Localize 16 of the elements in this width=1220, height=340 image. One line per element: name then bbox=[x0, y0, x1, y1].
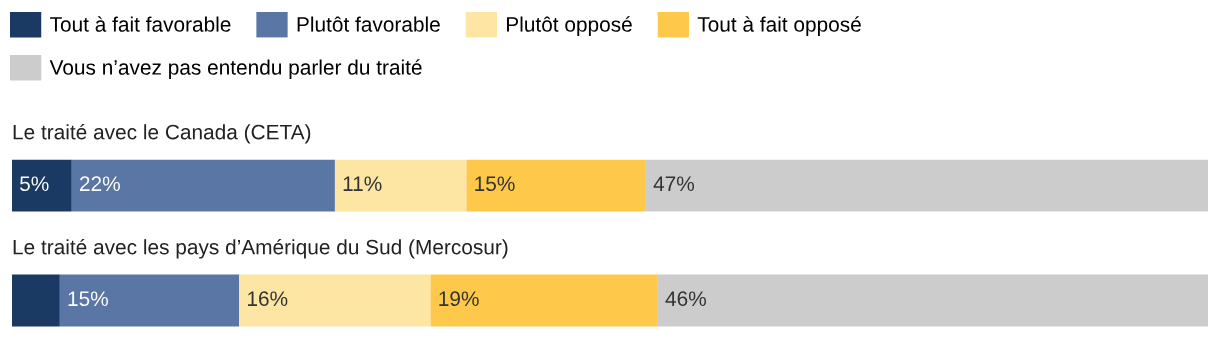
y-tick-label: Le traité avec les pays d’Amérique du Sud (Mercosur) bbox=[13, 238, 508, 259]
data-label: 22% bbox=[80, 176, 120, 192]
data-label: 16% bbox=[248, 291, 288, 307]
data-label: 11% bbox=[343, 176, 382, 192]
data-label: 19% bbox=[439, 291, 479, 307]
y-tick-label: Le traité avec le Canada (CETA) bbox=[13, 123, 311, 144]
data-label: 15% bbox=[475, 176, 515, 192]
legend-label: Plutôt favorable bbox=[297, 16, 440, 32]
data-label: 15% bbox=[68, 291, 108, 307]
legend-label: Plutôt opposé bbox=[507, 16, 632, 36]
data-label: 46% bbox=[665, 291, 706, 307]
data-label: 5% bbox=[20, 176, 49, 192]
data-label: 47% bbox=[653, 176, 695, 192]
legend-label: Tout à fait favorable bbox=[50, 16, 231, 32]
legend-label: Tout à fait opposé bbox=[697, 16, 861, 36]
legend-label: Vous n’avez pas entendu parler du traité bbox=[49, 59, 422, 79]
